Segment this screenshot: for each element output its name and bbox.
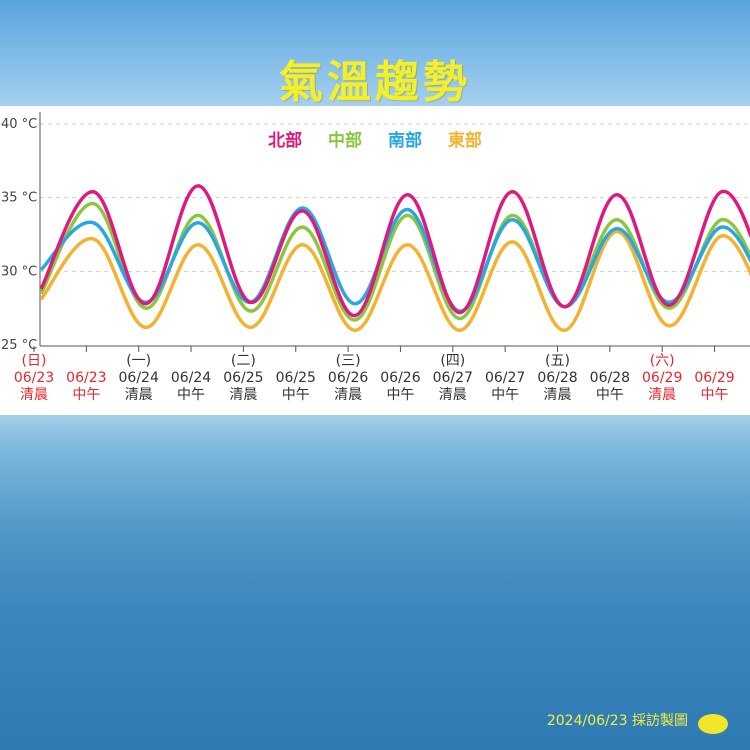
y-axis-ticks: 40 °C 35 °C 30 °C 25 °C bbox=[1, 117, 37, 353]
y-tick-label: 35 °C bbox=[1, 191, 37, 206]
x-tick-label: 06/25 中午 bbox=[275, 370, 316, 403]
x-tick-label: (四) 06/27 清晨 bbox=[432, 353, 473, 403]
series-line-south bbox=[39, 206, 750, 313]
chart-panel bbox=[0, 106, 750, 414]
page-title: 氣溫趨勢 bbox=[279, 57, 471, 108]
sky-background bbox=[0, 0, 750, 106]
series-line-north bbox=[39, 184, 750, 318]
y-tick-label: 40 °C bbox=[1, 117, 37, 132]
legend-north: 北部 bbox=[268, 131, 303, 151]
x-tick-label: (一) 06/24 清晨 bbox=[118, 353, 159, 403]
x-tick-label: (五) 06/28 清晨 bbox=[537, 353, 578, 403]
x-tick-label: 06/27 中午 bbox=[484, 370, 526, 403]
y-tick-label: 30 °C bbox=[1, 264, 37, 279]
y-tick-label: 25 °C bbox=[1, 338, 37, 353]
chart-legend: 北部 中部 南部 東部 bbox=[0, 126, 750, 151]
temperature-chart: 40 °C 35 °C 30 °C 25 °C bbox=[1, 112, 750, 353]
series-line-east bbox=[39, 229, 750, 333]
legend-south: 南部 bbox=[387, 131, 422, 151]
cwa-logo-icon bbox=[698, 714, 728, 734]
x-tick-label: 06/29 中午 bbox=[694, 370, 735, 403]
legend-east: 東部 bbox=[447, 131, 482, 151]
x-tick-label: (日) 06/23 清晨 bbox=[13, 353, 55, 403]
chart-grid bbox=[33, 112, 750, 352]
x-tick-label: (二) 06/25 清晨 bbox=[223, 353, 264, 403]
sea-background bbox=[0, 415, 750, 750]
x-tick-label: 06/26 中午 bbox=[380, 370, 421, 403]
series-lines bbox=[39, 184, 750, 333]
x-tick-label: 06/23 中午 bbox=[66, 370, 107, 403]
x-tick-label: (六) 06/29 清晨 bbox=[642, 353, 683, 403]
x-tick-label: (三) 06/26 清晨 bbox=[327, 353, 369, 403]
x-tick-label: 06/28 中午 bbox=[589, 370, 631, 403]
legend-central: 中部 bbox=[328, 131, 363, 151]
x-tick-label: 06/24 中午 bbox=[170, 370, 212, 403]
credit-text: 2024/06/23 採訪製圖 bbox=[546, 713, 688, 729]
